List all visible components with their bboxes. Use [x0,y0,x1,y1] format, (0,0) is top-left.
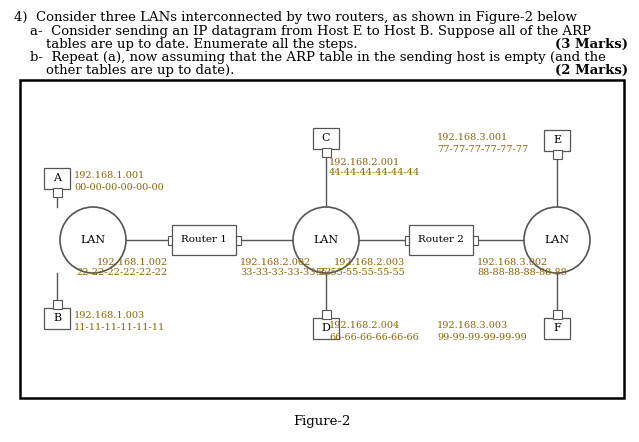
Bar [52,187,61,197]
Bar [52,300,61,309]
Text: 192.168.3.002: 192.168.3.002 [477,258,548,267]
Text: F: F [553,323,561,333]
Text: 192.168.1.001: 192.168.1.001 [74,171,145,180]
Bar [404,236,413,244]
Text: LAN: LAN [81,235,105,245]
Bar [409,225,473,255]
Text: a-  Consider sending an IP datagram from Host E to Host B. Suppose all of the AR: a- Consider sending an IP datagram from … [30,25,591,38]
Text: Router 2: Router 2 [418,236,464,244]
Text: (3 Marks): (3 Marks) [555,38,628,51]
Bar [321,309,330,319]
Text: 66-66-66-66-66-66: 66-66-66-66-66-66 [329,333,419,342]
Circle shape [524,207,590,273]
Text: tables are up to date. Enumerate all the steps.: tables are up to date. Enumerate all the… [46,38,358,51]
Bar [313,127,339,149]
Text: D: D [321,323,330,333]
Bar [553,309,562,319]
Text: 33-33-33-33-33-33: 33-33-33-33-33-33 [240,268,331,277]
Text: 11-11-11-11-11-11: 11-11-11-11-11-11 [74,323,166,332]
Text: 192.168.1.003: 192.168.1.003 [74,311,145,320]
Text: Router 1: Router 1 [181,236,227,244]
Text: C: C [322,133,330,143]
Text: 192.168.1.002: 192.168.1.002 [96,258,168,267]
Bar [231,236,240,244]
Text: b-  Repeat (a), now assuming that the ARP table in the sending host is empty (an: b- Repeat (a), now assuming that the ARP… [30,51,606,64]
Text: 192.168.3.001: 192.168.3.001 [437,133,508,142]
Text: (2 Marks): (2 Marks) [555,64,628,77]
Circle shape [293,207,359,273]
Text: 55-55-55-55-55-55: 55-55-55-55-55-55 [315,268,405,277]
Text: other tables are up to date).: other tables are up to date). [46,64,235,77]
Text: LAN: LAN [314,235,339,245]
Text: 4)  Consider three LANs interconnected by two routers, as shown in Figure-2 belo: 4) Consider three LANs interconnected by… [14,11,577,24]
Text: 77-77-77-77-77-77: 77-77-77-77-77-77 [437,145,528,154]
Bar [553,149,562,159]
Text: 88-88-88-88-88-88: 88-88-88-88-88-88 [477,268,567,277]
Text: E: E [553,135,561,145]
Bar [468,236,477,244]
Text: 99-99-99-99-99-99: 99-99-99-99-99-99 [437,333,527,342]
Bar [172,225,236,255]
Text: 192.168.2.001: 192.168.2.001 [329,158,400,167]
Text: 192.168.2.003: 192.168.2.003 [334,258,405,267]
Bar [44,308,70,328]
Text: 192.168.2.002: 192.168.2.002 [240,258,311,267]
Text: A: A [53,173,61,183]
Bar [167,236,176,244]
Text: 192.168.2.004: 192.168.2.004 [329,321,400,330]
Text: 00-00-00-00-00-00: 00-00-00-00-00-00 [74,183,164,192]
Bar [44,168,70,188]
Bar [313,317,339,339]
Bar [544,317,570,339]
Text: Figure-2: Figure-2 [293,415,351,428]
Bar [20,80,624,398]
Text: B: B [53,313,61,323]
Text: 44-44-44-44-44-44: 44-44-44-44-44-44 [329,168,420,177]
Bar [544,130,570,150]
Text: 192.168.3.003: 192.168.3.003 [437,321,508,330]
Bar [321,148,330,156]
Text: 22-22-22-22-22-22: 22-22-22-22-22-22 [77,268,168,277]
Text: LAN: LAN [544,235,569,245]
Circle shape [60,207,126,273]
